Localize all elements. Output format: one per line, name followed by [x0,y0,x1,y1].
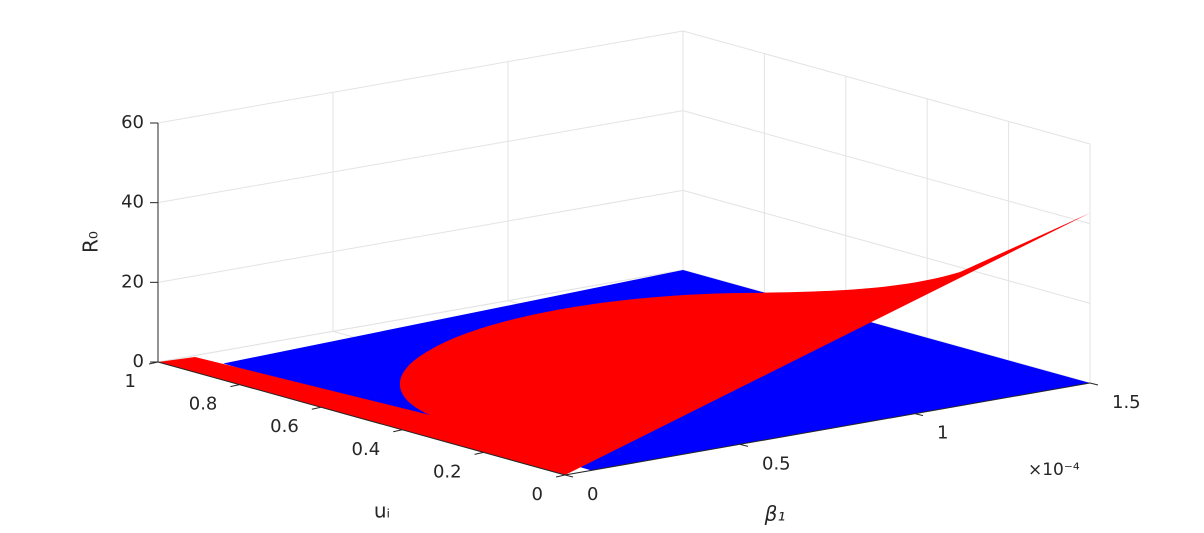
x-tick-label: 1.5 [1112,392,1141,413]
axis-line [739,443,749,447]
grid-line [157,110,684,204]
axis-line [311,406,321,410]
x-exponent: ×10⁻⁴ [1028,460,1080,480]
axis-line [474,451,484,455]
grid-line [157,269,684,363]
grid-line [157,30,684,124]
z-axis-label: R₀ [79,231,103,253]
axis-line [564,474,574,478]
y-tick-label: 0 [532,484,543,505]
axis-line [555,474,566,478]
y-tick-label: 0.4 [352,439,381,460]
axis-line [393,429,403,433]
axis-line [157,361,566,476]
y-tick-label: 0.6 [270,416,299,437]
grid-line [682,189,1091,304]
x-tick-label: 0 [587,484,598,505]
y-axis-label: uᵢ [374,499,390,523]
axis-line [564,382,1091,476]
x-tick-label: 0.5 [762,453,791,474]
axis-line [914,413,924,417]
y-tick-label: 0.8 [189,394,218,415]
z-tick-label: 40 [121,192,144,213]
x-tick-label: 1 [937,423,948,444]
z-tick-label: 60 [121,112,144,133]
x-axis-label: β₁ [764,502,786,526]
y-tick-label: 1 [125,371,136,392]
grid-line [682,30,1091,145]
axis-line [230,384,240,388]
surface-curve [158,213,1090,475]
z-tick-label: 20 [121,271,144,292]
grid-line [157,189,684,283]
z-tick-label: 0 [133,351,144,372]
y-tick-label: 0.2 [433,461,462,482]
axis-line [1089,382,1099,386]
grid-line [682,110,1091,225]
axis-line [148,361,159,365]
